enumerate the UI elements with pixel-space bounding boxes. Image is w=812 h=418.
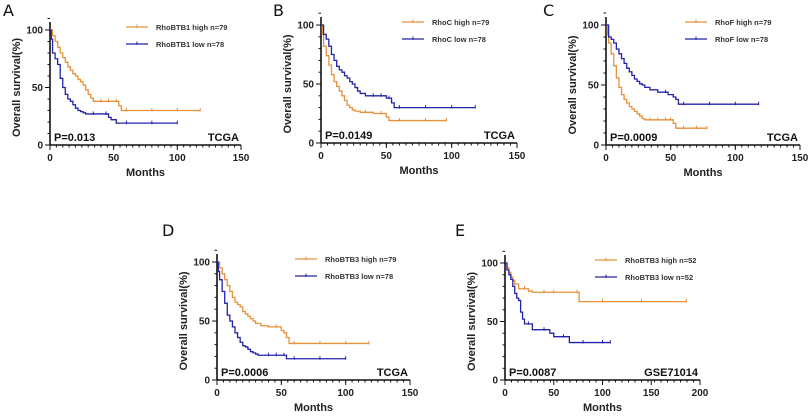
dataset-label: GSE71014 (644, 367, 699, 379)
y-tick-label: 0 (593, 141, 599, 152)
y-axis-label: Overall survival(%) (567, 35, 579, 134)
y-tick-label: 100 (297, 21, 314, 32)
legend-label-low: RhoC low n=78 (432, 35, 486, 44)
survival-curve-high (217, 261, 369, 345)
panel-a: A 0 50 100 150 0 50 100 Months Overall survival(%… (3, 1, 250, 179)
y-tick-label: 50 (32, 83, 44, 94)
panel-letter: C (543, 1, 554, 20)
x-axis-label: Months (126, 167, 165, 179)
x-axis-label: Months (399, 165, 438, 177)
legend-label-low: RhoBTB3 low n=78 (325, 272, 393, 281)
x-tick-label: 150 (643, 388, 660, 399)
p-value-label: P=0.0009 (610, 132, 657, 144)
y-axis-label: Overall survival(%) (178, 271, 190, 370)
legend-label-high: RhoBTB1 high n=79 (156, 23, 227, 32)
panel-letter: B (273, 1, 284, 20)
x-axis-label: Months (294, 402, 333, 414)
x-tick-label: 150 (233, 153, 250, 164)
x-tick-label: 0 (214, 388, 220, 399)
panel-letter: D (162, 221, 174, 240)
y-tick-label: 50 (199, 317, 211, 328)
x-tick-label: 0 (502, 388, 508, 399)
x-tick-label: 50 (276, 388, 288, 399)
x-tick-label: 150 (509, 151, 526, 162)
survival-curve-low (505, 262, 611, 344)
y-tick-label: 0 (37, 141, 43, 152)
y-tick-label: 0 (308, 139, 314, 150)
p-value-label: P=0.0087 (509, 367, 556, 379)
panel-b: B 0 50 100 150 0 50 100 Months Overall survival(%… (273, 1, 526, 177)
x-tick-label: 0 (603, 153, 609, 164)
legend-label-low: RhoBTB1 low n=78 (156, 40, 224, 49)
legend-label-low: RhoBTB3 low n=52 (625, 273, 693, 282)
y-tick-label: 100 (26, 26, 43, 37)
legend-label-low: RhoF low n=78 (715, 35, 768, 44)
legend-label-high: RhoBTB3 high n=52 (625, 256, 696, 265)
x-tick-label: 50 (108, 153, 120, 164)
x-axis-label: Months (683, 167, 722, 179)
p-value-label: P=0.013 (54, 132, 95, 144)
x-tick-label: 150 (792, 153, 809, 164)
y-tick-label: 0 (492, 376, 498, 387)
survival-curve-low (321, 24, 476, 109)
y-axis-label: Overall survival(%) (11, 38, 23, 137)
survival-curve-high (321, 24, 447, 122)
x-tick-label: 150 (402, 388, 419, 399)
x-tick-label: 0 (47, 153, 53, 164)
legend-label-high: RhoC high n=79 (432, 18, 489, 27)
dataset-label: TCGA (767, 132, 798, 144)
dataset-label: TCGA (377, 367, 408, 379)
x-tick-label: 0 (318, 151, 324, 162)
x-tick-label: 200 (692, 388, 709, 399)
x-tick-label: 100 (727, 153, 744, 164)
y-axis-label: Overall survival(%) (466, 272, 478, 371)
panel-letter: E (455, 221, 465, 240)
y-tick-label: 50 (487, 317, 499, 328)
y-tick-label: 100 (582, 21, 599, 32)
y-tick-label: 50 (588, 81, 600, 92)
x-tick-label: 100 (169, 153, 186, 164)
y-axis-label: Overall survival(%) (282, 34, 294, 133)
panel-d: D 0 50 100 150 0 50 100 Months Overall survival(%… (162, 221, 419, 414)
legend-label-high: RhoF high n=79 (715, 18, 771, 27)
panel-letter: A (3, 1, 14, 20)
dataset-label: TCGA (208, 132, 239, 144)
survival-curve-low (50, 29, 178, 124)
y-tick-label: 100 (193, 258, 210, 269)
survival-curve-high (505, 262, 687, 303)
survival-curve-high (50, 29, 201, 112)
x-tick-label: 100 (594, 388, 611, 399)
panel-c: C 0 50 100 150 0 50 100 Months Overall survival(%… (543, 1, 809, 179)
x-tick-label: 100 (443, 151, 460, 162)
dataset-label: TCGA (484, 130, 515, 142)
p-value-label: P=0.0006 (221, 367, 268, 379)
legend-label-high: RhoBTB3 high n=79 (325, 255, 396, 264)
panel-e: E 0 50 100 150 200 0 50 100 Months Overall surviva… (455, 221, 709, 414)
x-tick-label: 100 (337, 388, 354, 399)
x-axis-label: Months (583, 402, 622, 414)
y-tick-label: 50 (303, 80, 315, 91)
x-tick-label: 50 (381, 151, 393, 162)
survival-curve-high (606, 24, 707, 129)
x-tick-label: 50 (548, 388, 560, 399)
x-tick-label: 50 (665, 153, 677, 164)
y-tick-label: 0 (204, 376, 210, 387)
survival-curve-low (606, 24, 759, 105)
p-value-label: P=0.0149 (325, 130, 372, 142)
y-tick-label: 100 (481, 259, 498, 270)
